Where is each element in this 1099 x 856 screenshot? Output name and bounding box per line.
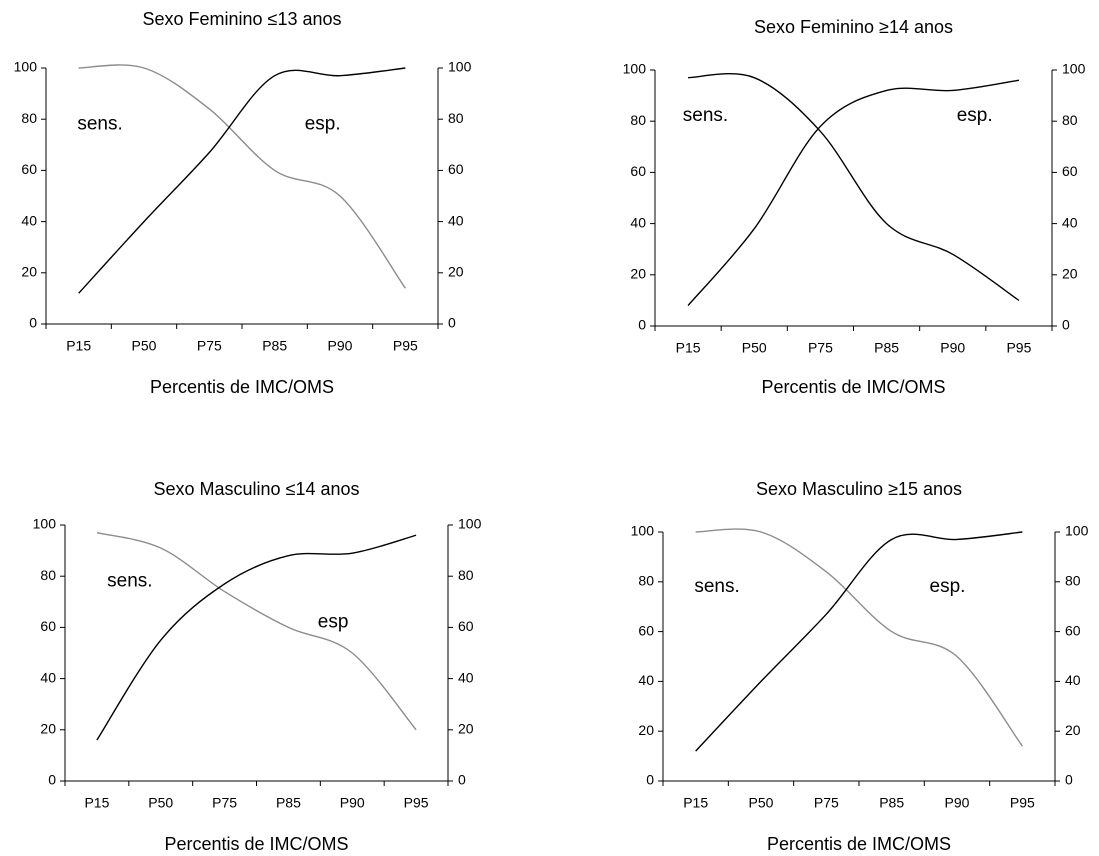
- y2-tick-label: 40: [1065, 672, 1081, 688]
- x-tick-label: P50: [742, 340, 767, 356]
- x-tick-label: P85: [262, 338, 287, 354]
- x-tick-label: P90: [340, 795, 365, 811]
- series-label: esp.: [305, 113, 341, 134]
- y2-tick-label: 20: [1062, 266, 1078, 282]
- line-series: [96, 531, 417, 731]
- x-tick-label: P95: [404, 795, 429, 811]
- y-tick-label: 100: [33, 516, 57, 532]
- y2-tick-label: 80: [448, 110, 464, 126]
- y-tick-label: 40: [638, 672, 654, 688]
- series-label: esp: [318, 611, 349, 632]
- chart-title: Sexo Feminino ≤13 anos: [143, 9, 342, 29]
- y2-tick-label: 40: [1062, 214, 1078, 230]
- chart-title: Sexo Masculino ≤14 anos: [154, 479, 360, 499]
- series-label: sens.: [683, 105, 728, 126]
- y2-tick-label: 80: [1065, 573, 1081, 589]
- y2-tick-label: 40: [458, 669, 474, 685]
- x-axis-label: Percentis de IMC/OMS: [150, 377, 334, 397]
- y2-tick-label: 100: [448, 59, 472, 75]
- y-tick-label: 100: [631, 523, 655, 539]
- y2-tick-label: 0: [458, 772, 466, 788]
- y-tick-label: 0: [48, 772, 56, 788]
- x-axis-label: Percentis de IMC/OMS: [767, 834, 951, 854]
- y2-tick-label: 60: [458, 618, 474, 634]
- y-tick-label: 100: [14, 59, 38, 75]
- x-tick-label: P75: [212, 795, 237, 811]
- x-tick-label: P75: [808, 340, 833, 356]
- y2-tick-label: 80: [1062, 112, 1078, 128]
- x-tick-label: P90: [328, 338, 353, 354]
- series-label: sens.: [694, 576, 739, 597]
- y-tick-label: 100: [623, 61, 647, 77]
- y-tick-label: 80: [40, 567, 56, 583]
- y2-tick-label: 100: [1065, 523, 1089, 539]
- y2-tick-label: 0: [1065, 772, 1073, 788]
- y2-tick-label: 60: [1062, 163, 1078, 179]
- line-series: [695, 528, 1023, 747]
- line-series: [688, 72, 1020, 301]
- y2-tick-label: 20: [458, 721, 474, 737]
- y-tick-label: 20: [630, 266, 646, 282]
- series-label: sens.: [107, 570, 152, 591]
- x-tick-label: P15: [66, 338, 91, 354]
- x-tick-label: P15: [683, 795, 708, 811]
- line-series: [687, 79, 1020, 306]
- y-tick-label: 60: [21, 161, 37, 177]
- line-series: [96, 534, 417, 741]
- x-tick-label: P90: [945, 795, 970, 811]
- series-label: sens.: [77, 113, 122, 134]
- x-tick-label: P90: [940, 340, 965, 356]
- x-tick-label: P50: [148, 795, 173, 811]
- y-tick-label: 40: [40, 669, 56, 685]
- y-tick-label: 80: [630, 112, 646, 128]
- y2-tick-label: 0: [1062, 317, 1070, 333]
- chart-title: Sexo Feminino ≥14 anos: [754, 17, 953, 37]
- x-tick-label: P95: [1006, 340, 1031, 356]
- line-series: [695, 531, 1023, 752]
- line-series: [78, 67, 406, 294]
- y-tick-label: 80: [21, 110, 37, 126]
- y-tick-label: 40: [630, 214, 646, 230]
- x-tick-label: P95: [1010, 795, 1035, 811]
- y2-tick-label: 20: [1065, 722, 1081, 738]
- x-tick-label: P15: [676, 340, 701, 356]
- y-tick-label: 40: [21, 212, 37, 228]
- x-axis-label: Percentis de IMC/OMS: [761, 377, 945, 397]
- y2-tick-label: 60: [448, 161, 464, 177]
- x-tick-label: P75: [197, 338, 222, 354]
- y-tick-label: 80: [638, 573, 654, 589]
- x-tick-label: P85: [276, 795, 301, 811]
- y2-tick-label: 80: [458, 567, 474, 583]
- y-tick-label: 0: [646, 772, 654, 788]
- x-tick-label: P85: [874, 340, 899, 356]
- x-tick-label: P95: [393, 338, 418, 354]
- y-tick-label: 60: [40, 618, 56, 634]
- x-axis-label: Percentis de IMC/OMS: [164, 834, 348, 854]
- y2-tick-label: 100: [458, 516, 482, 532]
- y-tick-label: 0: [29, 315, 37, 331]
- y-tick-label: 20: [40, 721, 56, 737]
- y-tick-label: 20: [638, 722, 654, 738]
- y-tick-label: 0: [638, 317, 646, 333]
- y-tick-label: 60: [630, 163, 646, 179]
- line-series: [78, 64, 406, 289]
- x-tick-label: P50: [749, 795, 774, 811]
- x-tick-label: P50: [132, 338, 157, 354]
- series-label: esp.: [930, 576, 966, 597]
- y2-tick-label: 20: [448, 264, 464, 280]
- chart-title: Sexo Masculino ≥15 anos: [756, 479, 962, 499]
- y-tick-label: 60: [638, 622, 654, 638]
- y-tick-label: 20: [21, 264, 37, 280]
- y2-tick-label: 100: [1062, 61, 1086, 77]
- y2-tick-label: 40: [448, 212, 464, 228]
- x-tick-label: P75: [814, 795, 839, 811]
- y2-tick-label: 60: [1065, 622, 1081, 638]
- x-tick-label: P15: [84, 795, 109, 811]
- y2-tick-label: 0: [448, 315, 456, 331]
- x-tick-label: P85: [879, 795, 904, 811]
- series-label: esp.: [957, 105, 993, 126]
